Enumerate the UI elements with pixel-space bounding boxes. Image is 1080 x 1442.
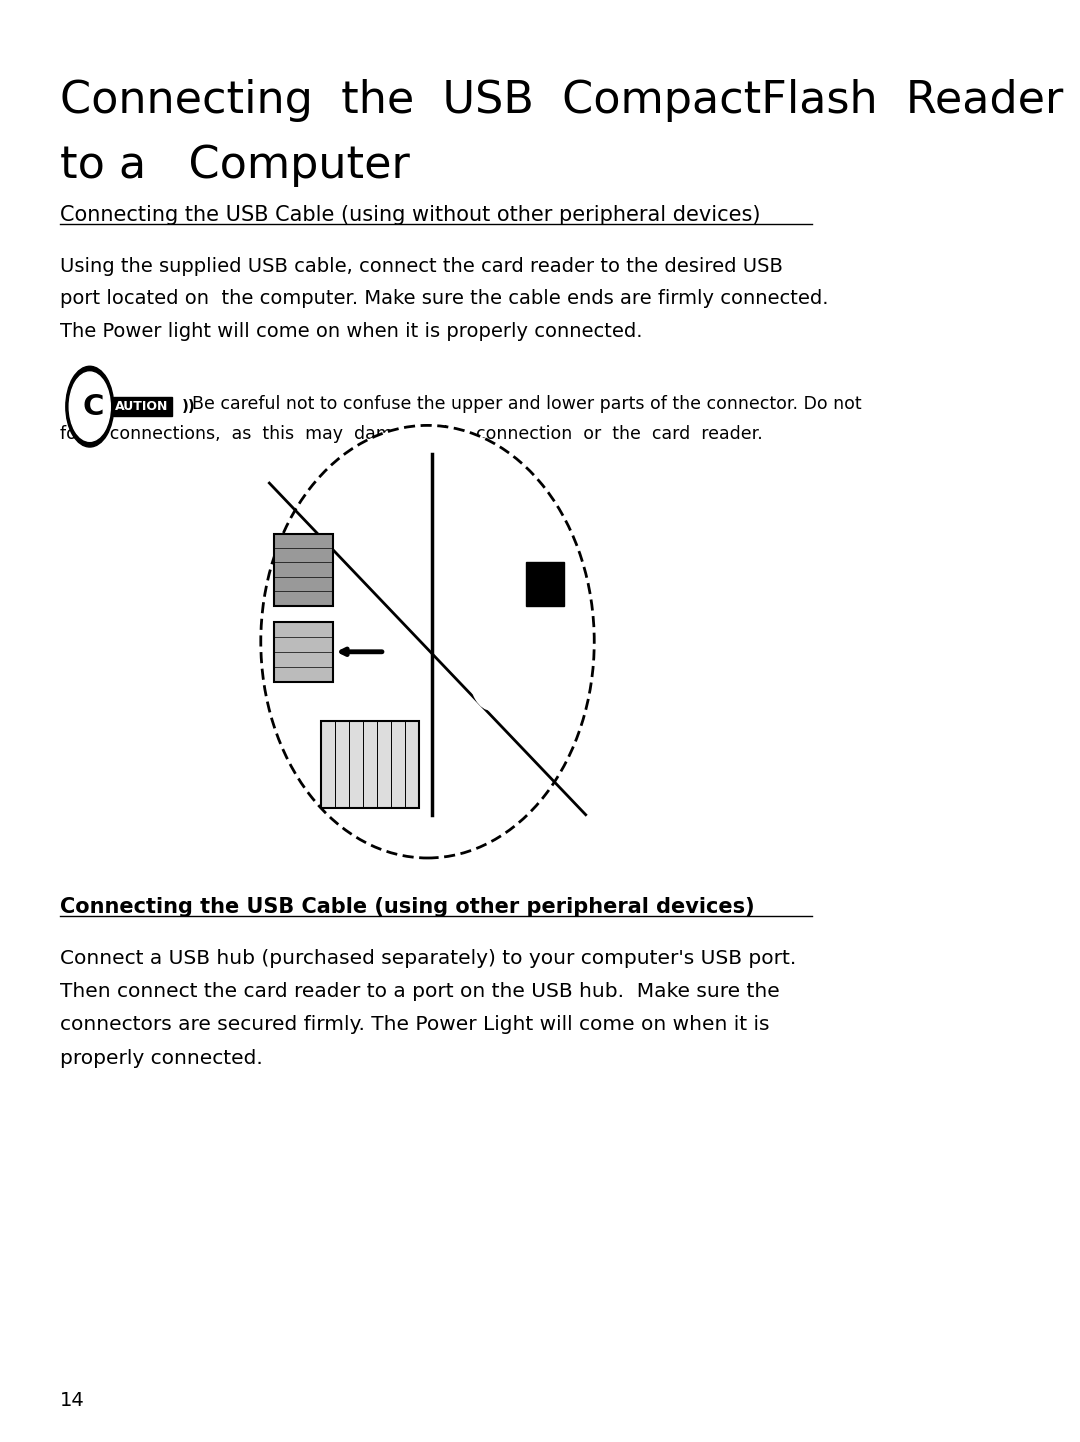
Text: Connect a USB hub (purchased separately) to your computer's USB port.
Then conne: Connect a USB hub (purchased separately)… — [59, 949, 796, 1067]
Ellipse shape — [260, 425, 594, 858]
Text: 14: 14 — [59, 1392, 84, 1410]
Text: Connecting  the  USB  CompactFlash  Reader: Connecting the USB CompactFlash Reader — [59, 79, 1063, 123]
Text: Connecting the USB Cable (using other peripheral devices): Connecting the USB Cable (using other pe… — [59, 897, 755, 917]
Text: Using the supplied USB cable, connect the card reader to the desired USB
port lo: Using the supplied USB cable, connect th… — [59, 257, 828, 340]
Circle shape — [66, 366, 113, 447]
Bar — [273, 622, 334, 682]
Bar — [321, 721, 419, 808]
Text: AUTION: AUTION — [116, 399, 168, 414]
Text: C: C — [82, 392, 104, 421]
Text: Be careful not to confuse the upper and lower parts of the connector. Do not: Be careful not to confuse the upper and … — [192, 395, 862, 412]
Text: to a   Computer: to a Computer — [59, 144, 409, 187]
Circle shape — [470, 541, 513, 613]
Text: )): )) — [183, 399, 195, 414]
Text: force connections,  as  this  may  damage  the  connection  or  the  card  reade: force connections, as this may damage th… — [59, 425, 762, 443]
Text: Connecting the USB Cable (using without other peripheral devices): Connecting the USB Cable (using without … — [59, 205, 760, 225]
Circle shape — [69, 372, 110, 441]
Bar — [526, 562, 565, 606]
Circle shape — [470, 637, 513, 709]
Bar — [273, 534, 334, 606]
